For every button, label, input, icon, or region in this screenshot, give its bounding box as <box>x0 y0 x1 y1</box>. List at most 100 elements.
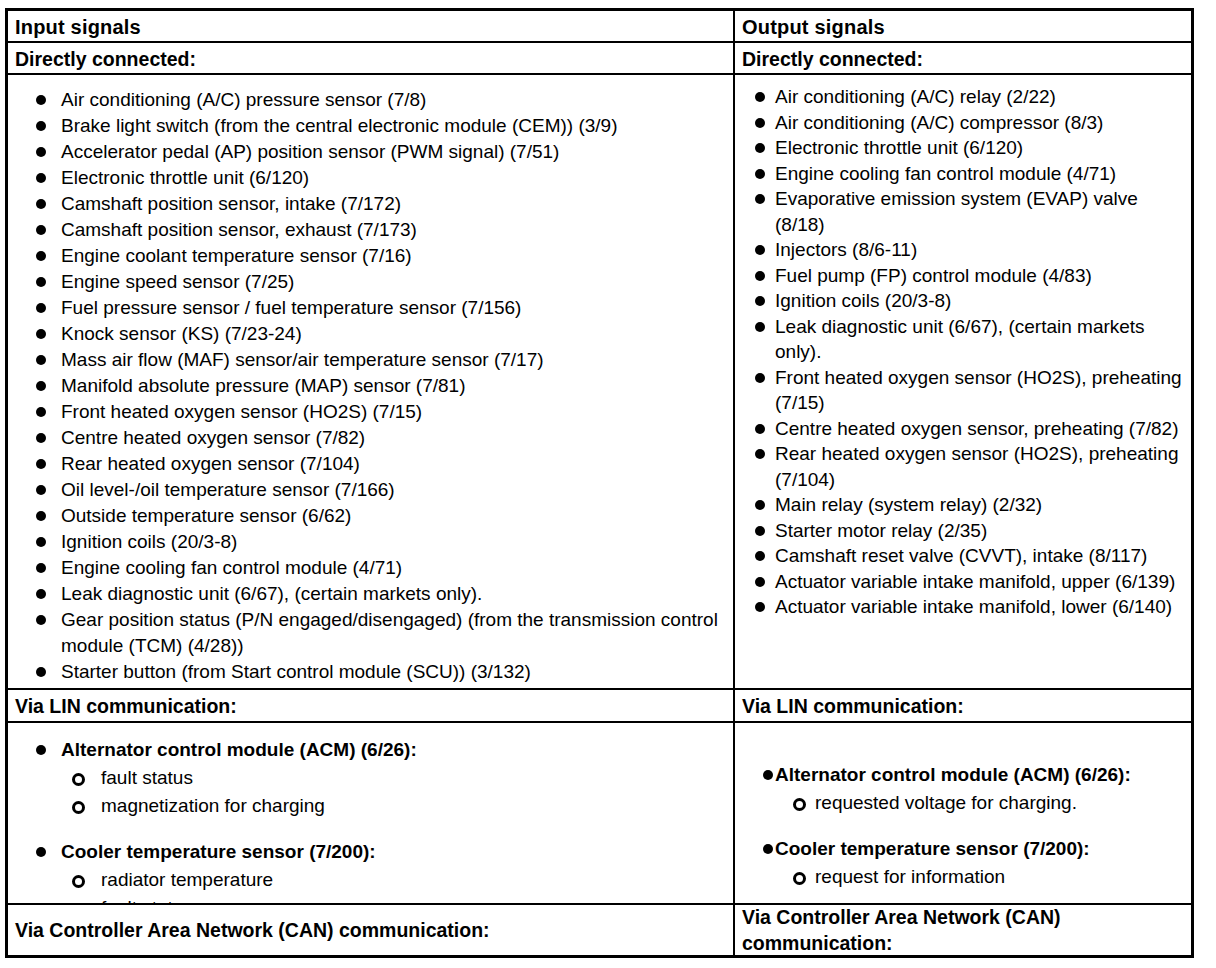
list-item: Fuel pressure sensor / fuel temperature … <box>8 295 733 321</box>
bullet-icon <box>755 271 765 281</box>
lin-group: Alternator control module (ACM) (6/26): … <box>8 736 733 820</box>
input-lin-label: Via LIN communication: <box>8 690 735 723</box>
bullet-icon <box>763 770 773 780</box>
bullet-icon <box>755 424 765 434</box>
list-item-label: Air conditioning (A/C) relay (2/22) <box>775 86 1056 107</box>
bullet-icon <box>755 577 765 587</box>
bullet-icon <box>755 194 765 204</box>
lin-group: Alternator control module (ACM) (6/26): … <box>735 761 1191 817</box>
list-item: Engine cooling fan control module (4/71) <box>735 161 1191 187</box>
list-item: Camshaft position sensor, exhaust (7/173… <box>8 217 733 243</box>
lin-sub-item: requested voltage for charging. <box>735 789 1191 817</box>
lin-group-title: Alternator control module (ACM) (6/26): <box>735 761 1191 789</box>
output-lin-list: Alternator control module (ACM) (6/26): … <box>735 761 1191 891</box>
lin-sub-item-label: radiator temperature <box>101 869 273 890</box>
list-item-label: Mass air flow (MAF) sensor/air temperatu… <box>61 349 544 370</box>
input-directly-connected-list: Air conditioning (A/C) pressure sensor (… <box>8 87 733 685</box>
list-item-label: Electronic throttle unit (6/120) <box>61 167 309 188</box>
lin-sub-item-label: magnetization for charging <box>101 795 325 816</box>
input-signals-header: Input signals <box>8 11 735 43</box>
list-item-label: Starter button (from Start control modul… <box>61 661 531 682</box>
output-signals-header: Output signals <box>735 11 1191 43</box>
lin-sub-item: request for information <box>735 863 1191 891</box>
lin-group-title-label: Cooler temperature sensor (7/200): <box>775 838 1090 859</box>
list-item-label: Leak diagnostic unit (6/67), (certain ma… <box>61 583 482 604</box>
lin-sub-item: magnetization for charging <box>8 792 733 820</box>
open-circle-icon <box>793 798 806 811</box>
list-item: Front heated oxygen sensor (HO2S) (7/15) <box>8 399 733 425</box>
list-item: Electronic throttle unit (6/120) <box>8 165 733 191</box>
list-item: Outside temperature sensor (6/62) <box>8 503 733 529</box>
list-item: Camshaft position sensor, intake (7/172) <box>8 191 733 217</box>
list-item: Camshaft reset valve (CVVT), intake (8/1… <box>735 543 1191 569</box>
list-item-label: Knock sensor (KS) (7/23-24) <box>61 323 302 344</box>
output-can-label: Via Controller Area Network (CAN) commun… <box>735 905 1191 955</box>
lin-group-title-label: Alternator control module (ACM) (6/26): <box>61 739 417 760</box>
list-item: Engine cooling fan control module (4/71) <box>8 555 733 581</box>
list-item: Main relay (system relay) (2/32) <box>735 492 1191 518</box>
list-item: Rear heated oxygen sensor (7/104) <box>8 451 733 477</box>
list-item-label: Outside temperature sensor (6/62) <box>61 505 351 526</box>
list-item: Centre heated oxygen sensor, preheating … <box>735 416 1191 442</box>
bullet-icon <box>755 118 765 128</box>
list-item: Leak diagnostic unit (6/67), (certain ma… <box>8 581 733 607</box>
bullet-icon <box>36 615 46 625</box>
bullet-icon <box>36 329 46 339</box>
list-item: Leak diagnostic unit (6/67), (certain ma… <box>735 314 1191 365</box>
lin-sub-item: fault status <box>8 764 733 792</box>
list-item: Starter motor relay (2/35) <box>735 518 1191 544</box>
list-item-label: Starter motor relay (2/35) <box>775 520 987 541</box>
output-directly-connected-label: Directly connected: <box>735 43 1191 75</box>
bullet-icon <box>36 485 46 495</box>
list-item: Centre heated oxygen sensor (7/82) <box>8 425 733 451</box>
bullet-icon <box>755 449 765 459</box>
list-item-label: Electronic throttle unit (6/120) <box>775 137 1023 158</box>
input-directly-connected-cell: Air conditioning (A/C) pressure sensor (… <box>8 75 735 690</box>
list-item: Electronic throttle unit (6/120) <box>735 135 1191 161</box>
bullet-icon <box>36 251 46 261</box>
bullet-icon <box>755 551 765 561</box>
list-item-label: Ignition coils (20/3-8) <box>61 531 237 552</box>
list-item-label: Centre heated oxygen sensor, preheating … <box>775 418 1179 439</box>
bullet-icon <box>36 407 46 417</box>
list-item: Starter button (from Start control modul… <box>8 659 733 685</box>
list-item-label: Accelerator pedal (AP) position sensor (… <box>61 141 559 162</box>
lin-sub-item-label: fault status <box>101 767 193 788</box>
bullet-icon <box>36 847 46 857</box>
open-circle-icon <box>72 773 85 786</box>
list-item-label: Leak diagnostic unit (6/67), (certain ma… <box>775 316 1145 363</box>
bullet-icon <box>755 526 765 536</box>
list-item: Evaporative emission system (EVAP) valve… <box>735 186 1191 237</box>
lin-sublist: request for information <box>735 863 1191 891</box>
bullet-icon <box>36 667 46 677</box>
input-can-label: Via Controller Area Network (CAN) commun… <box>8 905 735 955</box>
bullet-icon <box>36 121 46 131</box>
lin-sublist: requested voltage for charging. <box>735 789 1191 817</box>
output-lin-label: Via LIN communication: <box>735 690 1191 723</box>
list-item: Engine coolant temperature sensor (7/16) <box>8 243 733 269</box>
output-directly-connected-cell: Air conditioning (A/C) relay (2/22) Air … <box>735 75 1191 690</box>
list-item: Rear heated oxygen sensor (HO2S), prehea… <box>735 441 1191 492</box>
list-item-label: Actuator variable intake manifold, upper… <box>775 571 1175 592</box>
bullet-icon <box>36 303 46 313</box>
input-lin-cell: Alternator control module (ACM) (6/26): … <box>8 723 735 905</box>
bullet-icon <box>755 322 765 332</box>
bullet-icon <box>36 745 46 755</box>
input-lin-list: Alternator control module (ACM) (6/26): … <box>8 736 733 905</box>
list-item-label: Rear heated oxygen sensor (7/104) <box>61 453 360 474</box>
bullet-icon <box>755 373 765 383</box>
list-item-label: Main relay (system relay) (2/32) <box>775 494 1042 515</box>
bullet-icon <box>755 245 765 255</box>
list-item: Gear position status (P/N engaged/diseng… <box>8 607 733 659</box>
lin-group-title-label: Cooler temperature sensor (7/200): <box>61 841 376 862</box>
list-item: Knock sensor (KS) (7/23-24) <box>8 321 733 347</box>
bullet-icon <box>36 537 46 547</box>
bullet-icon <box>36 225 46 235</box>
list-item: Air conditioning (A/C) compressor (8/3) <box>735 110 1191 136</box>
lin-group-title: Cooler temperature sensor (7/200): <box>735 835 1191 863</box>
list-item-label: Gear position status (P/N engaged/diseng… <box>61 609 718 656</box>
list-item: Air conditioning (A/C) pressure sensor (… <box>8 87 733 113</box>
list-item-label: Evaporative emission system (EVAP) valve… <box>775 188 1138 235</box>
list-item-label: Manifold absolute pressure (MAP) sensor … <box>61 375 465 396</box>
list-item: Manifold absolute pressure (MAP) sensor … <box>8 373 733 399</box>
